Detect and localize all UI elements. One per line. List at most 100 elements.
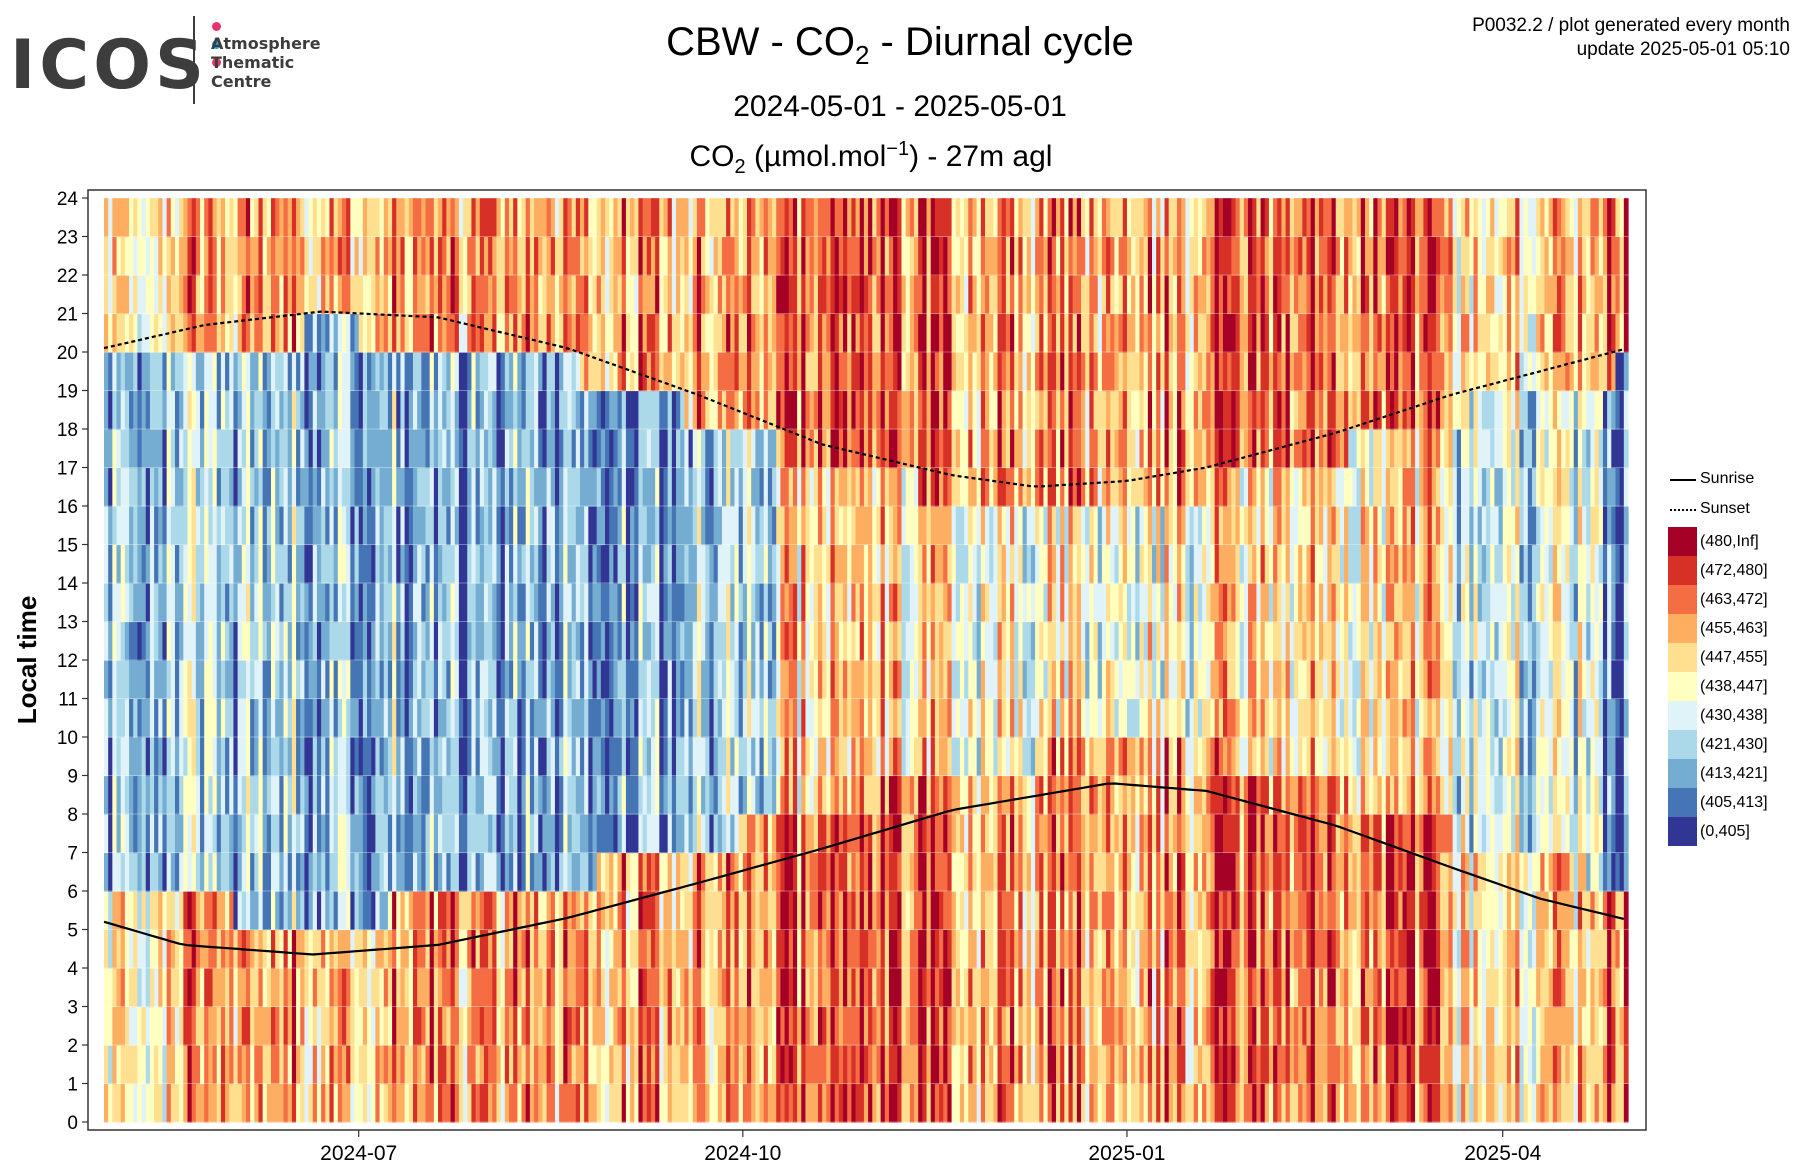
heatmap-cell [258, 1045, 264, 1085]
heatmap-cell [922, 1045, 928, 1085]
heatmap-cell [655, 814, 660, 854]
heatmap-cell [868, 660, 873, 700]
heatmap-cell [124, 544, 130, 584]
heatmap-cell [600, 660, 606, 700]
heatmap-cell [312, 236, 318, 276]
heatmap-cell [734, 698, 740, 738]
heatmap-cell [504, 506, 510, 546]
heatmap-cell [671, 236, 677, 276]
heatmap-cell [229, 698, 235, 738]
heatmap-cell [880, 968, 886, 1008]
heatmap-cell [483, 390, 489, 430]
heatmap-cell [943, 506, 949, 546]
heatmap-cell [521, 236, 527, 276]
heatmap-cell [517, 390, 523, 430]
heatmap-cell [300, 313, 306, 353]
heatmap-cell [964, 698, 969, 738]
heatmap-cell [291, 275, 297, 315]
heatmap-cell [634, 198, 640, 238]
heatmap-cell [584, 968, 589, 1008]
heatmap-cell [851, 698, 857, 738]
heatmap-cell [721, 660, 727, 700]
heatmap-cell [354, 275, 360, 315]
heatmap-cell [396, 236, 402, 276]
heatmap-cell [442, 506, 447, 546]
heatmap-cell [179, 775, 184, 815]
heatmap-cell [809, 1006, 815, 1046]
heatmap-cell [621, 852, 627, 892]
heatmap-cell [367, 891, 372, 931]
heatmap-cell [145, 313, 151, 353]
heatmap-cell [237, 544, 243, 584]
heatmap-cell [596, 968, 602, 1008]
heatmap-cell [943, 275, 949, 315]
heatmap-cell [454, 852, 460, 892]
heatmap-cell [358, 583, 364, 623]
heatmap-cell [308, 313, 314, 353]
heatmap-cell [383, 660, 389, 700]
heatmap-cell [200, 929, 205, 969]
heatmap-cell [204, 852, 209, 892]
heatmap-cell [726, 1045, 731, 1085]
heatmap-cell [450, 236, 456, 276]
heatmap-cell [174, 737, 180, 777]
heatmap-cell [554, 698, 560, 738]
heatmap-cell [412, 313, 418, 353]
heatmap-cell [951, 775, 957, 815]
heatmap-cell [137, 390, 143, 430]
heatmap-cell [847, 1083, 852, 1123]
heatmap-cell [104, 506, 109, 546]
heatmap-cell [200, 583, 205, 623]
heatmap-cell [893, 1083, 898, 1123]
heatmap-cell [563, 1083, 569, 1123]
heatmap-cell [784, 1083, 790, 1123]
heatmap-cell [346, 1083, 351, 1123]
heatmap-cell [730, 1006, 736, 1046]
heatmap-cell [713, 1045, 719, 1085]
heatmap-cell [567, 352, 573, 392]
heatmap-cell [676, 891, 681, 931]
heatmap-cell [692, 275, 698, 315]
heatmap-cell [492, 583, 498, 623]
heatmap-cell [145, 775, 151, 815]
heatmap-cell [851, 352, 857, 392]
heatmap-cell [843, 968, 848, 1008]
heatmap-cell [684, 1045, 690, 1085]
heatmap-cell [504, 891, 510, 931]
heatmap-cell [834, 313, 840, 353]
heatmap-cell [467, 814, 473, 854]
heatmap-cell [254, 313, 260, 353]
heatmap-cell [822, 583, 827, 623]
heatmap-cell [488, 506, 493, 546]
heatmap-cell [229, 1006, 235, 1046]
heatmap-cell [713, 583, 719, 623]
heatmap-cell [154, 852, 159, 892]
heatmap-cell [588, 775, 594, 815]
heatmap-cell [212, 390, 218, 430]
heatmap-cell [291, 737, 297, 777]
heatmap-cell [321, 429, 326, 469]
heatmap-cell [747, 775, 752, 815]
heatmap-cell [939, 429, 944, 469]
heatmap-cell [208, 583, 214, 623]
heatmap-cell [817, 660, 823, 700]
heatmap-cell [442, 1045, 447, 1085]
heatmap-cell [112, 621, 118, 661]
heatmap-cell [838, 737, 844, 777]
heatmap-cell [584, 737, 589, 777]
heatmap-cell [705, 313, 711, 353]
heatmap-cell [955, 236, 961, 276]
heatmap-cell [266, 198, 272, 238]
heatmap-cell [721, 814, 727, 854]
heatmap-cell [709, 852, 715, 892]
heatmap-cell [596, 236, 602, 276]
heatmap-cell [383, 1083, 389, 1123]
heatmap-cell [642, 621, 648, 661]
heatmap-cell [538, 968, 544, 1008]
heatmap-cell [763, 814, 769, 854]
heatmap-cell [475, 929, 481, 969]
heatmap-cell [847, 198, 852, 238]
heatmap-cell [742, 968, 748, 1008]
heatmap-cell [717, 968, 723, 1008]
heatmap-cell [124, 968, 130, 1008]
